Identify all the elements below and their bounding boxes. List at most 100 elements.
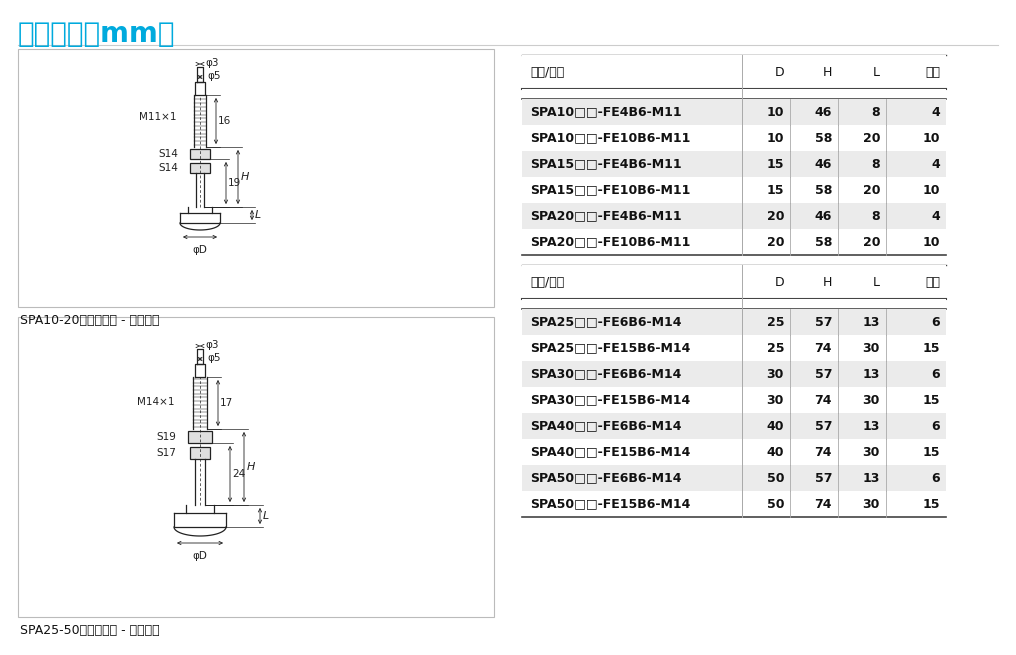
- Text: 40: 40: [766, 419, 784, 432]
- Text: L: L: [873, 66, 880, 79]
- Text: 13: 13: [863, 367, 880, 381]
- Text: 19: 19: [228, 178, 241, 188]
- Bar: [18, 49, 494, 307]
- Bar: [522, 177, 946, 203]
- Text: 30: 30: [863, 394, 880, 407]
- Text: 行程: 行程: [925, 66, 940, 79]
- Text: 10: 10: [923, 183, 940, 196]
- Text: φD: φD: [193, 551, 207, 561]
- Text: 6: 6: [932, 367, 940, 381]
- Text: S14: S14: [158, 149, 178, 159]
- Text: L: L: [263, 511, 269, 521]
- Text: SPA15□□-FE10B6-M11: SPA15□□-FE10B6-M11: [530, 183, 691, 196]
- Text: 15: 15: [923, 394, 940, 407]
- Text: 15: 15: [923, 445, 940, 458]
- Bar: [522, 387, 946, 413]
- Text: 20: 20: [766, 236, 784, 248]
- Bar: [522, 99, 946, 125]
- Text: 10: 10: [766, 105, 784, 119]
- Text: 20: 20: [863, 183, 880, 196]
- Text: 30: 30: [863, 445, 880, 458]
- Text: 50: 50: [766, 498, 784, 510]
- Bar: [522, 89, 946, 99]
- Text: 13: 13: [863, 472, 880, 485]
- Text: D: D: [774, 66, 784, 79]
- Text: H: H: [823, 66, 832, 79]
- Bar: [190, 149, 210, 159]
- Text: M11×1: M11×1: [138, 112, 176, 122]
- Text: SPA50□□-FE15B6-M14: SPA50□□-FE15B6-M14: [530, 498, 691, 510]
- Bar: [522, 299, 946, 309]
- Text: 25: 25: [766, 316, 784, 329]
- Bar: [522, 465, 946, 491]
- Text: φ5: φ5: [207, 71, 220, 81]
- Text: S14: S14: [158, 163, 178, 173]
- Text: L: L: [255, 210, 261, 220]
- Text: 74: 74: [815, 394, 832, 407]
- Text: 30: 30: [767, 394, 784, 407]
- Text: 30: 30: [863, 341, 880, 354]
- Text: M14×1: M14×1: [136, 397, 174, 407]
- Text: 8: 8: [872, 210, 880, 223]
- Text: 8: 8: [872, 157, 880, 170]
- Text: 57: 57: [815, 316, 832, 329]
- Text: 13: 13: [863, 419, 880, 432]
- Text: SPA40□□-FE15B6-M14: SPA40□□-FE15B6-M14: [530, 445, 691, 458]
- Text: H: H: [247, 462, 255, 472]
- Text: 10: 10: [923, 236, 940, 248]
- Text: 57: 57: [815, 472, 832, 485]
- Text: SPA15□□-FE4B6-M11: SPA15□□-FE4B6-M11: [530, 157, 682, 170]
- Text: 15: 15: [923, 498, 940, 510]
- Text: 15: 15: [766, 183, 784, 196]
- Text: H: H: [823, 276, 832, 288]
- Text: L: L: [873, 276, 880, 288]
- Text: SPA40□□-FE6B6-M14: SPA40□□-FE6B6-M14: [530, 419, 682, 432]
- Text: 尺寸规格（mm）: 尺寸规格（mm）: [18, 20, 176, 48]
- Text: SPA50□□-FE6B6-M14: SPA50□□-FE6B6-M14: [530, 472, 682, 485]
- Text: 17: 17: [220, 398, 234, 408]
- Text: 15: 15: [923, 341, 940, 354]
- Bar: [522, 55, 946, 89]
- Bar: [522, 265, 946, 299]
- Bar: [522, 151, 946, 177]
- Text: SPA20□□-FE10B6-M11: SPA20□□-FE10B6-M11: [530, 236, 691, 248]
- Text: 58: 58: [815, 236, 832, 248]
- Text: 4: 4: [932, 157, 940, 170]
- Text: 58: 58: [815, 183, 832, 196]
- Text: 型号/尺寸: 型号/尺寸: [530, 66, 564, 79]
- Text: 20: 20: [863, 236, 880, 248]
- Text: 20: 20: [766, 210, 784, 223]
- Bar: [190, 163, 210, 173]
- Text: 6: 6: [932, 472, 940, 485]
- Text: SPA30□□-FE6B6-M14: SPA30□□-FE6B6-M14: [530, 367, 682, 381]
- Text: 24: 24: [232, 469, 245, 479]
- Text: S17: S17: [156, 448, 176, 458]
- Text: 4: 4: [932, 210, 940, 223]
- Bar: [522, 125, 946, 151]
- Text: 57: 57: [815, 419, 832, 432]
- Text: 行程: 行程: [925, 276, 940, 288]
- Text: H: H: [241, 172, 249, 182]
- Text: 46: 46: [815, 157, 832, 170]
- Text: 30: 30: [767, 367, 784, 381]
- Text: 10: 10: [923, 132, 940, 145]
- Text: 50: 50: [766, 472, 784, 485]
- Bar: [522, 413, 946, 439]
- Text: 74: 74: [815, 341, 832, 354]
- Text: φD: φD: [193, 245, 207, 255]
- Text: SPA10-20　垂直方向 - 宝塔接头: SPA10-20 垂直方向 - 宝塔接头: [20, 314, 160, 327]
- Text: 57: 57: [815, 367, 832, 381]
- Text: 46: 46: [815, 210, 832, 223]
- Text: S19: S19: [156, 432, 176, 442]
- Text: φ5: φ5: [207, 353, 220, 363]
- Bar: [18, 317, 494, 617]
- Text: 46: 46: [815, 105, 832, 119]
- Bar: [188, 431, 212, 443]
- Text: SPA20□□-FE4B6-M11: SPA20□□-FE4B6-M11: [530, 210, 682, 223]
- Text: 40: 40: [766, 445, 784, 458]
- Text: 25: 25: [766, 341, 784, 354]
- Bar: [522, 203, 946, 229]
- Bar: [190, 447, 210, 459]
- Bar: [522, 229, 946, 255]
- Text: D: D: [774, 276, 784, 288]
